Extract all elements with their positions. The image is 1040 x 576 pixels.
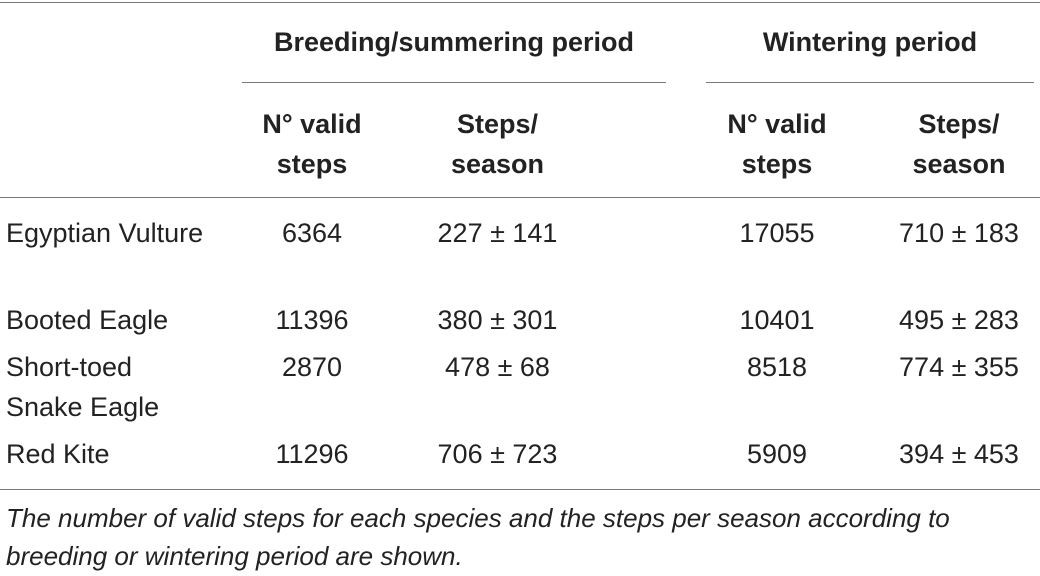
wintering-steps-season: 495 ± 283: [899, 305, 1019, 335]
breeding-steps-season: 478 ± 68: [445, 352, 550, 382]
table-caption: The number of valid steps for each speci…: [6, 503, 950, 571]
wintering-steps-season: 710 ± 183: [899, 218, 1019, 248]
header-line: Steps/: [456, 109, 539, 139]
species-name: Booted Eagle: [6, 305, 169, 335]
header-line: steps: [741, 149, 813, 179]
breeding-valid-steps: 11396: [275, 305, 349, 335]
wintering-steps-season: 394 ± 453: [899, 439, 1019, 469]
wintering-group-rule: [706, 82, 1034, 83]
breeding-steps-season: 227 ± 141: [437, 218, 558, 248]
header-line: season: [912, 149, 1006, 179]
wintering-valid-steps: 8518: [746, 352, 808, 382]
breeding-valid-steps: 11296: [275, 439, 349, 469]
wintering-valid-steps: 10401: [739, 305, 815, 335]
wintering-valid-steps: 5909: [746, 439, 808, 469]
header-wintering-steps-season: Steps/ season: [864, 104, 1040, 184]
header-wintering-period: Wintering period: [762, 27, 978, 57]
breeding-steps-season: 706 ± 723: [437, 439, 558, 469]
header-breeding-valid-steps: N° valid steps: [242, 104, 382, 184]
breeding-valid-steps: 2870: [281, 352, 343, 382]
table-top-rule: [0, 2, 1040, 3]
table-bottom-rule: [0, 489, 1040, 490]
species-name: Egyptian Vulture: [6, 218, 204, 248]
species-name: Red Kite: [6, 439, 110, 469]
header-line: season: [450, 149, 545, 179]
species-name: Short-toed Snake Eagle: [6, 352, 160, 422]
header-line: N° valid: [727, 109, 827, 139]
header-bottom-rule: [0, 197, 1040, 198]
header-breeding-steps-season: Steps/ season: [400, 104, 595, 184]
wintering-steps-season: 774 ± 355: [899, 352, 1019, 382]
breeding-valid-steps: 6364: [281, 218, 343, 248]
breeding-group-rule: [242, 82, 666, 83]
header-wintering-valid-steps: N° valid steps: [706, 104, 848, 184]
header-line: N° valid: [262, 109, 362, 139]
breeding-steps-season: 380 ± 301: [437, 305, 558, 335]
header-breeding-period: Breeding/summering period: [273, 27, 635, 57]
header-line: Steps/: [918, 109, 1000, 139]
header-line: steps: [276, 149, 348, 179]
wintering-valid-steps: 17055: [739, 218, 815, 248]
